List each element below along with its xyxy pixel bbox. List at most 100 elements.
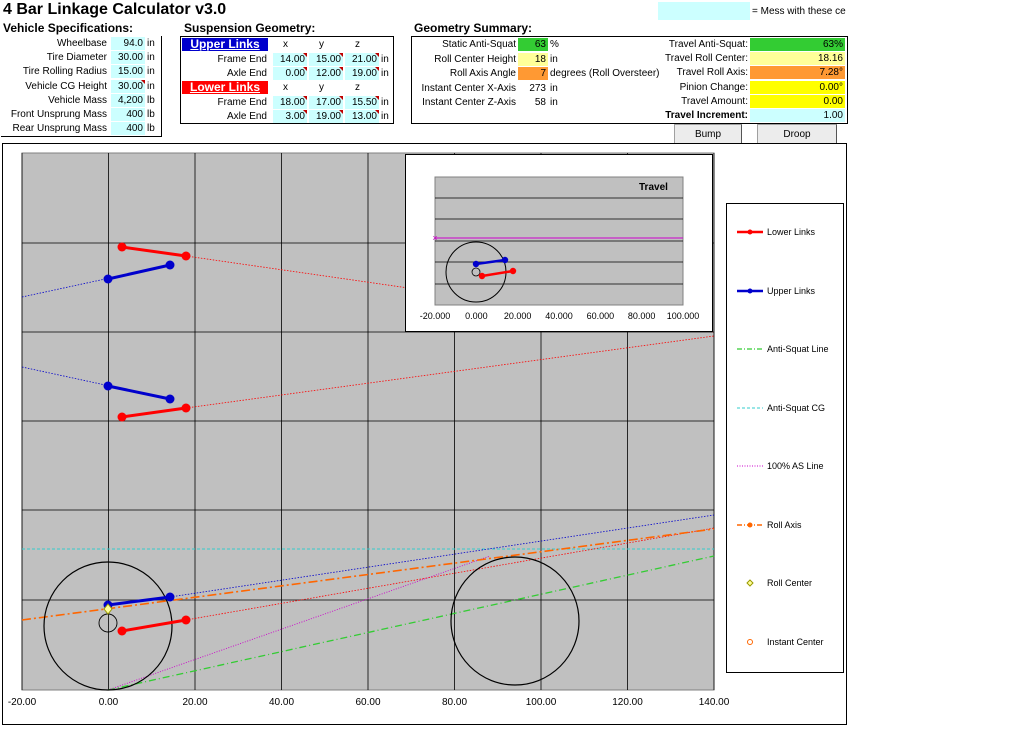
upper-col-z: z bbox=[355, 39, 360, 50]
summary-value: 18 bbox=[518, 52, 548, 66]
input-color-note: = Mess with these ce bbox=[752, 6, 846, 17]
upper-frame-end-unit: in bbox=[381, 54, 389, 65]
vehicle-spec-unit: in bbox=[147, 52, 155, 64]
vehicle-spec-value[interactable]: 400 bbox=[111, 122, 145, 136]
lower-axle-end-label: Axle End bbox=[226, 111, 267, 122]
vehicle-spec-label: Rear Unsprung Mass bbox=[12, 123, 107, 135]
vehicle-spec-label: Vehicle CG Height bbox=[25, 80, 107, 92]
travel-label: Travel Roll Center: bbox=[665, 53, 748, 65]
inset-joint bbox=[478, 272, 486, 280]
lower-frame-end-z[interactable]: 15.50 bbox=[345, 96, 379, 109]
lower-frame-end-label: Frame End bbox=[217, 97, 267, 108]
summary-label: Static Anti-Squat bbox=[442, 39, 516, 50]
travel-value[interactable]: 1.00 bbox=[750, 109, 845, 122]
x-tick-label: 20.00 bbox=[182, 697, 207, 708]
legend-swatch bbox=[746, 579, 754, 587]
legend-label: Roll Center bbox=[767, 578, 813, 588]
vehicle-spec-unit: in bbox=[147, 66, 155, 78]
lower-frame-end-y[interactable]: 17.00 bbox=[309, 96, 343, 109]
inset-x-tick-label: 20.000 bbox=[504, 311, 532, 321]
vehicle-spec-value[interactable]: 15.00 bbox=[111, 65, 145, 79]
x-tick-label: 0.00 bbox=[99, 697, 119, 708]
upper-col-x: x bbox=[283, 39, 288, 50]
lower-frame-end-x[interactable]: 18.00 bbox=[273, 96, 307, 109]
travel-label: Travel Amount: bbox=[681, 95, 748, 107]
vehicle-spec-label: Tire Diameter bbox=[46, 52, 107, 64]
vehicle-spec-value[interactable]: 94.0 bbox=[111, 37, 145, 50]
inset-travel-marker: × bbox=[432, 233, 437, 243]
summary-value: 273 bbox=[518, 81, 548, 95]
link-joint bbox=[181, 403, 191, 413]
lower-link-extension bbox=[185, 527, 715, 621]
x-tick-label: 100.00 bbox=[526, 697, 557, 708]
upper-axle-end-x[interactable]: 0.00 bbox=[273, 67, 307, 80]
app-title: 4 Bar Linkage Calculator v3.0 bbox=[3, 1, 227, 18]
legend-label: Instant Center bbox=[767, 636, 824, 647]
link-joint bbox=[103, 274, 113, 284]
vehicle-spec-label: Front Unsprung Mass bbox=[10, 109, 107, 120]
legend-swatch bbox=[737, 229, 763, 235]
lower-axle-end-y[interactable]: 19.00 bbox=[309, 110, 343, 123]
vehicle-spec-value[interactable]: 400 bbox=[111, 108, 145, 121]
link-joint bbox=[103, 381, 113, 391]
link-joint bbox=[165, 592, 175, 602]
link-joint bbox=[165, 260, 175, 270]
x-tick-label: 140.00 bbox=[699, 697, 730, 708]
vehicle-spec-label: Vehicle Mass bbox=[48, 94, 107, 106]
inset-lower-link bbox=[481, 269, 514, 278]
legend-swatch bbox=[737, 288, 763, 293]
inset-x-tick-label: 100.000 bbox=[667, 311, 700, 321]
geometry-summary-heading: Geometry Summary: bbox=[414, 21, 533, 35]
vehicle-specs-table: Wheelbase 94.0 in Tire Diameter 30.00 in Tire … bbox=[1, 36, 162, 137]
upper-frame-end-z[interactable]: 21.00 bbox=[345, 53, 379, 66]
lower-axle-end-x[interactable]: 3.00 bbox=[273, 110, 307, 123]
geometry-summary-table: Static Anti-Squat 63% Roll Center Height 18… bbox=[411, 36, 848, 124]
upper-axle-end-label: Axle End bbox=[226, 68, 267, 79]
upper-axle-end-z[interactable]: 19.00 bbox=[345, 67, 379, 80]
vehicle-spec-label: Tire Rolling Radius bbox=[22, 66, 107, 78]
lower-link bbox=[121, 245, 187, 258]
upper-link bbox=[107, 595, 171, 607]
legend-swatch bbox=[737, 522, 763, 527]
legend-label: Anti-Squat Line bbox=[767, 344, 829, 354]
vehicle-spec-value[interactable]: 30.00 bbox=[111, 79, 145, 93]
legend-label: Upper Links bbox=[767, 285, 816, 296]
lower-axle-end-unit: in bbox=[381, 111, 389, 122]
upper-col-y: y bbox=[319, 39, 324, 50]
anti-squat-line bbox=[107, 555, 715, 691]
upper-frame-end-label: Frame End bbox=[217, 54, 267, 65]
lower-link bbox=[121, 618, 187, 633]
inset-x-tick-label: -20.000 bbox=[420, 311, 451, 321]
legend-label: Anti-Squat CG bbox=[767, 402, 826, 413]
lower-link-extension bbox=[185, 335, 715, 409]
input-color-swatch bbox=[658, 2, 750, 20]
x-tick-label: 120.00 bbox=[612, 697, 643, 708]
vehicle-spec-unit: lb bbox=[147, 94, 155, 106]
chart-legend: Lower Links Upper Links Anti-Squat Line Ant… bbox=[726, 203, 844, 673]
legend-label: 100% AS Line bbox=[767, 461, 824, 471]
link-joint bbox=[181, 615, 191, 625]
inset-x-tick-label: 40.000 bbox=[545, 311, 573, 321]
travel-value: 7.28° bbox=[750, 66, 845, 80]
upper-frame-end-x[interactable]: 14.00 bbox=[273, 53, 307, 66]
lower-links-header: Lower Links bbox=[182, 81, 268, 94]
travel-value: 18.16 bbox=[750, 52, 845, 66]
x-tick-label: 40.00 bbox=[269, 697, 294, 708]
link-joint bbox=[117, 626, 127, 636]
travel-label: Travel Increment: bbox=[665, 110, 748, 121]
inset-x-tick-label: 80.000 bbox=[628, 311, 656, 321]
vehicle-spec-unit: in bbox=[147, 38, 155, 49]
inset-chart-title: Travel bbox=[639, 182, 668, 193]
vehicle-spec-value[interactable]: 30.00 bbox=[111, 51, 145, 65]
vehicle-spec-value[interactable]: 4,200 bbox=[111, 93, 145, 107]
lower-col-y: y bbox=[319, 82, 324, 93]
upper-frame-end-y[interactable]: 15.00 bbox=[309, 53, 343, 66]
summary-value: 63 bbox=[518, 38, 548, 51]
link-joint bbox=[117, 412, 127, 422]
upper-axle-end-y[interactable]: 12.00 bbox=[309, 67, 343, 80]
summary-unit: in bbox=[550, 53, 558, 65]
summary-value: 7 bbox=[518, 67, 548, 80]
inset-x-tick-label: 0.000 bbox=[465, 311, 488, 321]
lower-axle-end-z[interactable]: 13.00 bbox=[345, 110, 379, 123]
